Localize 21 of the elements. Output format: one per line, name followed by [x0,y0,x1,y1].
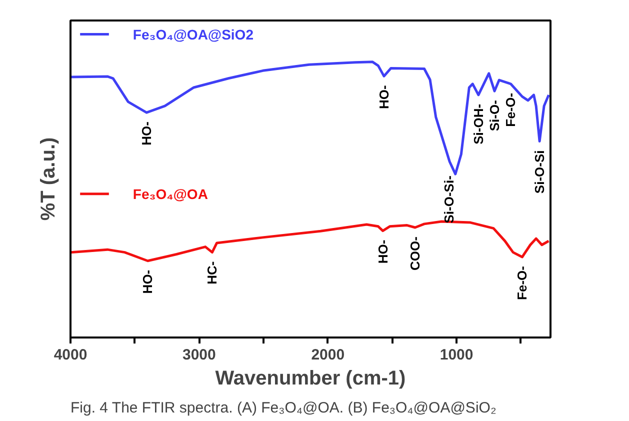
x-tick-label: 1000 [440,346,474,364]
annotation: Si-O-Si [532,150,548,194]
annotation: Fe-O- [503,92,518,127]
caption: Fig. 4 The FTIR spectra. (A) Fe₃O₄@OA. (B) Fe₃O₄@OA@SiO₂ [70,400,496,416]
x-tick-label: 3000 [182,346,216,364]
annotation: HC- [204,261,220,284]
annotation: COO- [408,236,423,270]
x-tick-label: 2000 [311,346,345,364]
annotation: HO- [140,270,156,294]
annotation: HO- [139,122,154,146]
x-tick-label: 4000 [54,346,88,364]
annotation: Si-O- [487,100,502,132]
legend-label: Fe₃O₄@OA@SiO2 [132,26,254,42]
annotation: HO- [376,85,392,110]
x-axis-title: Wavenumber (cm-1) [215,368,406,390]
annotation: HO- [375,240,390,264]
annotation: Si-OH- [470,104,486,144]
legend-label: Fe₃O₄@OA [132,186,208,202]
y-axis-title: %T (a.u.) [38,137,60,221]
annotation: Si-O-Si- [441,176,456,224]
annotation: Fe-O- [514,266,530,300]
